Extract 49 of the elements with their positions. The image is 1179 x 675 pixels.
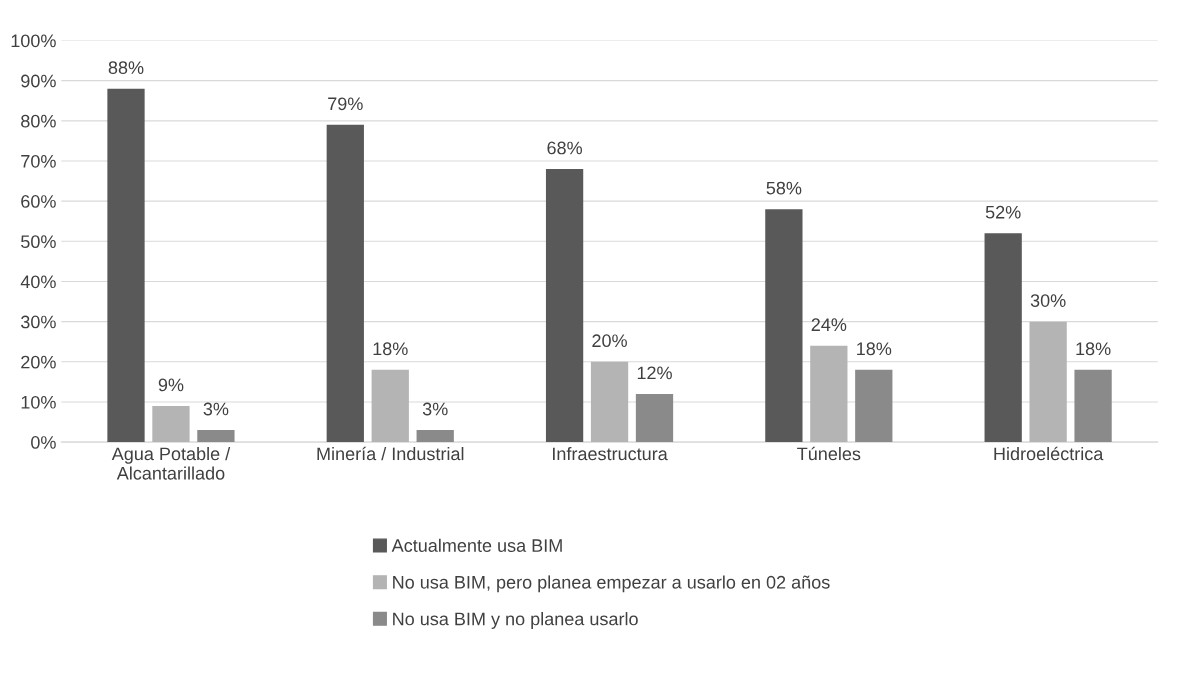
data-label: 30% — [1030, 294, 1066, 307]
bar — [1074, 369, 1112, 443]
data-label: 58% — [766, 181, 802, 195]
legend-label: No usa BIM, pero planea empezar a usarlo en 02 años — [393, 575, 830, 593]
bar — [855, 369, 893, 443]
bar — [810, 345, 848, 443]
bar — [984, 233, 1022, 443]
bar — [590, 361, 629, 443]
bar — [326, 124, 364, 443]
y-tick-label: 90% — [21, 74, 56, 88]
x-tick-label: Agua Potable / Alcantarillado — [111, 446, 231, 480]
x-tick-label: Minería / Industrial — [317, 446, 464, 461]
bar — [107, 88, 145, 443]
x-tick-label: Túneles — [797, 446, 861, 461]
bar — [545, 169, 584, 443]
y-tick-label: 70% — [21, 154, 56, 168]
data-label: 12% — [637, 366, 672, 380]
y-tick-label: 10% — [21, 395, 56, 409]
y-tick-label: 20% — [21, 355, 56, 369]
data-label: 24% — [811, 318, 847, 331]
bar — [416, 430, 454, 443]
data-label: 68% — [547, 141, 583, 155]
bar — [1029, 321, 1067, 443]
bar — [635, 393, 674, 443]
legend-label: No usa BIM y no planea usarlo — [393, 612, 638, 629]
data-label: 18% — [1076, 342, 1111, 356]
bar — [765, 209, 803, 443]
data-label: 18% — [373, 342, 408, 356]
data-label: 9% — [158, 378, 184, 392]
bar — [152, 405, 190, 443]
y-tick-label: 80% — [21, 114, 56, 128]
bar — [197, 430, 235, 443]
data-label: 79% — [328, 97, 363, 111]
y-tick-label: 40% — [20, 275, 56, 289]
y-tick-label: 30% — [21, 315, 56, 329]
data-label: 3% — [422, 402, 448, 416]
data-label: 3% — [203, 402, 229, 416]
data-label: 18% — [857, 342, 892, 356]
legend-label: Actualmente usa BIM — [391, 538, 562, 552]
y-tick-label: 50% — [21, 235, 56, 249]
data-label: 88% — [108, 61, 144, 75]
y-tick-label: 0% — [31, 436, 56, 449]
x-tick-label: Infraestructura — [553, 447, 668, 461]
x-tick-label: Hidroeléctrica — [994, 446, 1104, 461]
bar — [371, 369, 409, 443]
y-tick-label: 100% — [11, 34, 56, 48]
data-label: 52% — [985, 205, 1021, 219]
data-label: 20% — [592, 334, 627, 348]
y-tick-label: 60% — [21, 195, 56, 208]
